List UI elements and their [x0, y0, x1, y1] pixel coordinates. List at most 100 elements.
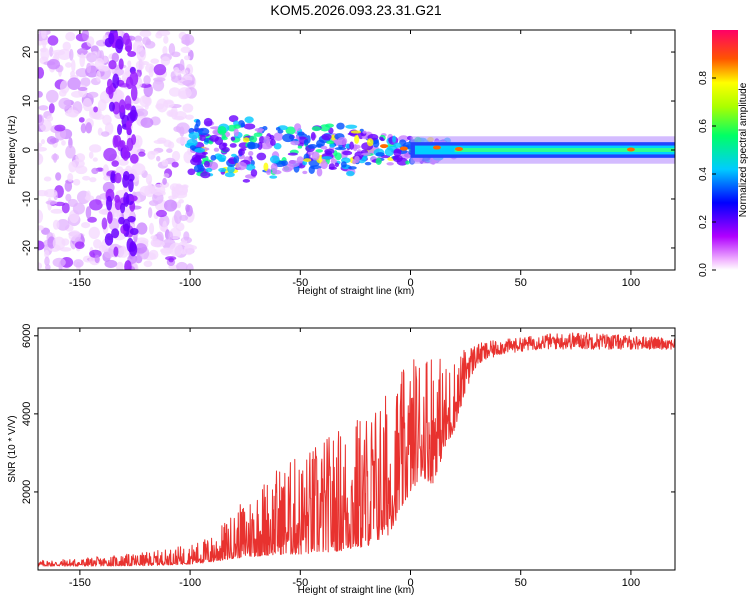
- colorbar-label: Normalized spectral amplitude: [738, 82, 749, 217]
- spectrogram-cell: [52, 236, 66, 251]
- snr-y-axis: 2000 4000 6000: [21, 324, 675, 504]
- spectrogram-cell: [100, 208, 109, 215]
- spectrogram-cell: [93, 238, 102, 249]
- spectrogram-cell: [277, 129, 284, 134]
- spectrogram-cell: [153, 63, 167, 76]
- colorbar-axis: 0.0 0.2 0.4 0.6 0.8: [698, 71, 716, 277]
- spectrogram-cell: [122, 218, 131, 232]
- spectrogram-cell: [148, 222, 155, 235]
- spectrogram-cell: [155, 209, 168, 218]
- spectrogram-y-tick-label: -10: [21, 191, 33, 207]
- spectrogram-cell: [179, 126, 185, 137]
- spectrogram-cell: [153, 77, 166, 82]
- spectrogram-cell: [52, 49, 66, 56]
- spectrogram-cell: [52, 152, 58, 163]
- spectrogram-cell: [39, 47, 47, 53]
- spectrogram-cell: [139, 83, 152, 88]
- spectrogram-cell: [61, 140, 66, 146]
- spectrogram-cell: [127, 60, 132, 67]
- spectrogram-cell: [61, 202, 70, 214]
- spectrogram-cell: [162, 220, 167, 232]
- spectrogram-cell: [93, 106, 98, 113]
- spectrogram-x-tick-label: -150: [69, 277, 91, 289]
- spectrogram-cell: [168, 43, 176, 56]
- spectrogram-cell: [233, 155, 240, 164]
- spectrogram-cell: [342, 150, 353, 156]
- spectrogram-cell: [94, 254, 100, 264]
- spectrogram-x-tick-label: 0: [407, 277, 413, 289]
- spectrogram-cell: [269, 138, 276, 146]
- spectrogram-cell: [162, 177, 167, 185]
- spectrogram-cell: [103, 175, 111, 181]
- spectrogram-y-tick-label: 0: [21, 147, 33, 153]
- spectrogram-cell: [336, 122, 345, 130]
- spectrogram-cell: [144, 104, 149, 110]
- colorbar-gradient: [712, 30, 738, 270]
- spectrogram-cell: [303, 139, 309, 146]
- spectrogram-cell: [372, 139, 380, 148]
- spectrogram-cell: [81, 30, 90, 41]
- snr-y-label: SNR (10 * V/V): [7, 415, 18, 482]
- spectrogram-cell: [256, 152, 267, 161]
- spectrogram-cell: [364, 161, 372, 166]
- spectrogram-cell: [303, 158, 312, 162]
- colorbar-tick-label: 0.6: [698, 119, 709, 133]
- spectrogram-cell: [58, 89, 67, 97]
- spectrogram-cell: [127, 215, 136, 223]
- spectrogram-peak: [432, 145, 441, 150]
- spectrogram-cell: [128, 178, 134, 193]
- spectrogram-cell: [43, 176, 52, 182]
- spectrogram-cell: [88, 144, 102, 153]
- spectrogram-cell: [183, 150, 193, 164]
- spectrogram-cell: [148, 249, 159, 260]
- spectrogram-marks: [38, 30, 675, 270]
- spectrogram-cell: [112, 73, 120, 89]
- spectrogram-cell: [257, 141, 263, 150]
- spectrogram-cell: [86, 36, 95, 47]
- spectrogram-cell: [340, 161, 347, 168]
- spectrogram-cell: [311, 151, 320, 161]
- spectrogram-cell: [191, 154, 201, 163]
- spectrogram-cell: [176, 136, 190, 145]
- spectrogram-cell: [38, 91, 43, 98]
- spectrogram-cell: [113, 246, 119, 257]
- spectrogram-cell: [147, 207, 153, 219]
- spectrogram-cell: [171, 150, 181, 162]
- spectrogram-cell: [352, 159, 357, 165]
- spectrogram-cell: [89, 199, 103, 211]
- spectrogram-cell: [69, 48, 74, 61]
- spectrogram-cell: [54, 124, 66, 132]
- spectrogram-cell: [316, 139, 325, 148]
- spectrogram-cell: [103, 147, 117, 162]
- spectrogram-cell: [124, 103, 132, 111]
- spectrogram-cell: [38, 209, 44, 224]
- spectrogram-cell: [320, 160, 328, 170]
- spectrogram-cell: [38, 225, 45, 231]
- spectrogram-cell: [392, 155, 403, 163]
- spectrogram-cell: [40, 39, 49, 46]
- snr-x-axis: -150 -100 -50 0 50 100: [69, 328, 640, 589]
- spectrogram-cell: [139, 30, 152, 38]
- spectrogram-y-tick-label: -20: [21, 240, 33, 256]
- spectrogram-cell: [115, 38, 124, 54]
- spectrogram-cell: [82, 175, 91, 181]
- spectrogram-cell: [135, 60, 145, 71]
- spectrogram-cell: [315, 149, 324, 153]
- spectrogram-cell: [386, 162, 394, 166]
- spectrogram-cell: [79, 53, 86, 68]
- spectrogram-cell: [188, 132, 200, 140]
- spectrogram-cell: [143, 75, 151, 85]
- spectrogram-cell: [114, 194, 121, 203]
- spectrogram-cell: [65, 193, 72, 202]
- spectrogram-cell: [217, 125, 227, 135]
- spectrogram-cell: [126, 120, 132, 135]
- spectrogram-cell: [345, 124, 358, 129]
- spectrogram-cell: [297, 131, 305, 136]
- spectrogram-cell: [70, 70, 76, 77]
- spectrogram-cell: [129, 153, 139, 164]
- spectrogram-cell: [269, 155, 280, 164]
- spectrogram-cell: [330, 158, 337, 164]
- spectrogram-cell: [181, 69, 189, 75]
